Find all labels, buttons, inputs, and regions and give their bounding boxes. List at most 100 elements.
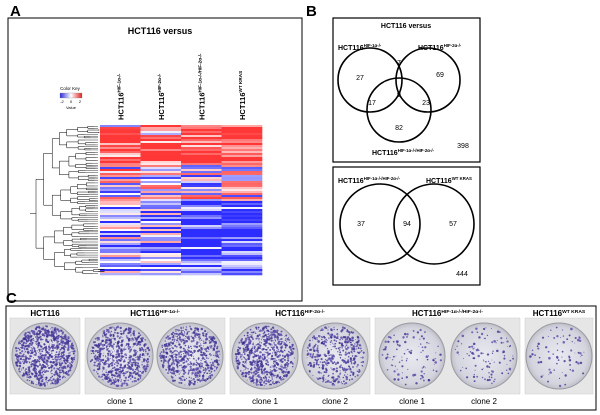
colony [469, 346, 471, 348]
colony [51, 352, 53, 354]
colony [54, 357, 56, 359]
heatmap-cell [181, 269, 222, 272]
colony [318, 341, 320, 343]
heatmap-cell [221, 237, 263, 240]
colony [568, 356, 571, 359]
dendrogram [30, 126, 105, 275]
colony [132, 330, 135, 332]
colony [144, 370, 147, 373]
colony [483, 360, 485, 362]
colony [90, 353, 92, 355]
heatmap-cell [140, 265, 182, 268]
colony [210, 347, 212, 349]
colony [185, 326, 188, 328]
colony [95, 358, 98, 361]
colony [18, 358, 20, 360]
colony [260, 371, 264, 375]
heatmap-cell [140, 133, 182, 136]
colony-plate [156, 322, 224, 390]
colony [537, 342, 540, 346]
colony [432, 359, 435, 362]
colony [562, 341, 566, 344]
colony [396, 368, 398, 370]
colony [178, 336, 181, 339]
colony [56, 348, 58, 350]
colony [32, 337, 34, 340]
colony [412, 336, 415, 339]
colony [53, 373, 56, 376]
colony [130, 348, 132, 350]
colony [60, 375, 62, 377]
colony [139, 353, 142, 356]
colony [245, 351, 247, 353]
colony [287, 355, 289, 357]
colony [274, 369, 277, 373]
colony [125, 356, 128, 359]
colony [538, 356, 541, 359]
colony [191, 363, 193, 365]
colony [261, 373, 263, 375]
colony [270, 359, 271, 361]
colony [129, 354, 131, 357]
group-label: HCT116WT KRAS [533, 309, 586, 318]
colony [106, 336, 109, 339]
colony [126, 370, 129, 373]
colony [96, 364, 99, 367]
colony [403, 352, 406, 355]
colony [215, 341, 217, 343]
heatmap-cell [140, 241, 182, 244]
colony [134, 337, 136, 340]
colony [36, 336, 39, 339]
colony [17, 347, 20, 350]
colony [273, 342, 275, 344]
colony [482, 359, 484, 361]
colony [56, 380, 59, 383]
colony [106, 363, 108, 365]
colony [358, 346, 360, 348]
colony [269, 333, 273, 337]
colony [239, 357, 241, 359]
colony [332, 362, 334, 365]
colony [242, 361, 245, 363]
colony [135, 339, 138, 342]
colony [37, 345, 39, 347]
heatmap-cell [181, 191, 222, 194]
label-sup: HIF-1α-/- [160, 309, 180, 315]
colony [339, 364, 341, 366]
colony [73, 361, 74, 363]
colony [50, 372, 52, 374]
colony [342, 345, 344, 347]
colony [101, 378, 103, 380]
colony [63, 345, 66, 348]
colony [330, 340, 333, 342]
colony [264, 330, 266, 332]
colony [556, 335, 559, 338]
colony [165, 342, 168, 346]
heatmap-cell [140, 213, 182, 216]
colony [570, 327, 573, 331]
heatmap-cell [100, 145, 141, 148]
colony [176, 353, 178, 356]
colony [331, 368, 333, 370]
colony [272, 366, 274, 368]
colony [31, 363, 34, 366]
colony [26, 332, 27, 334]
colony [202, 375, 204, 378]
colony [324, 326, 327, 329]
colony [242, 351, 245, 353]
colony [137, 363, 140, 365]
heatmap-cell [100, 199, 141, 202]
colony [28, 375, 32, 379]
heatmap-cell [221, 241, 263, 244]
heatmap-cell [181, 145, 222, 148]
venn-count: 17 [368, 100, 376, 107]
colony [188, 376, 191, 379]
colony [197, 376, 199, 378]
colony [327, 357, 329, 359]
colony [65, 376, 66, 378]
colony [261, 330, 263, 332]
colony [122, 355, 125, 358]
colony [339, 378, 341, 380]
colony [488, 372, 490, 374]
colony [56, 382, 59, 384]
